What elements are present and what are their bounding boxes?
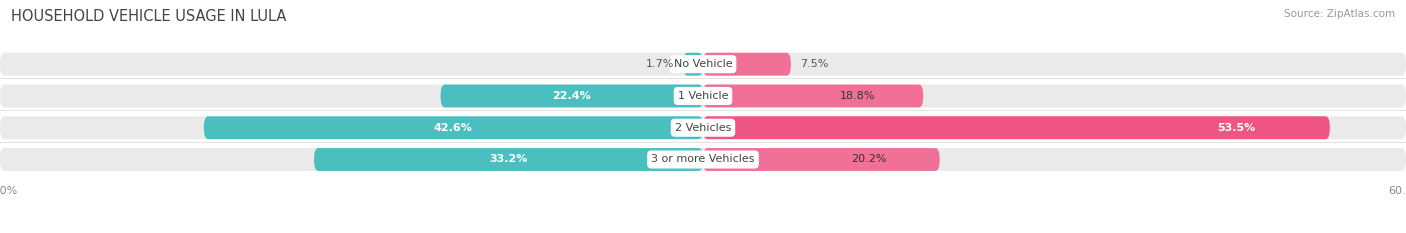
Text: 1 Vehicle: 1 Vehicle	[678, 91, 728, 101]
FancyBboxPatch shape	[703, 85, 924, 107]
FancyBboxPatch shape	[683, 53, 703, 76]
FancyBboxPatch shape	[204, 116, 703, 139]
Text: Source: ZipAtlas.com: Source: ZipAtlas.com	[1284, 9, 1395, 19]
FancyBboxPatch shape	[703, 148, 939, 171]
Text: 42.6%: 42.6%	[434, 123, 472, 133]
FancyBboxPatch shape	[314, 148, 703, 171]
FancyBboxPatch shape	[0, 85, 1406, 107]
Text: 3 or more Vehicles: 3 or more Vehicles	[651, 154, 755, 164]
FancyBboxPatch shape	[703, 53, 790, 76]
FancyBboxPatch shape	[0, 116, 1406, 139]
Text: 7.5%: 7.5%	[800, 59, 828, 69]
Text: 22.4%: 22.4%	[553, 91, 591, 101]
Text: HOUSEHOLD VEHICLE USAGE IN LULA: HOUSEHOLD VEHICLE USAGE IN LULA	[11, 9, 287, 24]
Text: 18.8%: 18.8%	[839, 91, 875, 101]
FancyBboxPatch shape	[0, 148, 1406, 171]
Text: No Vehicle: No Vehicle	[673, 59, 733, 69]
FancyBboxPatch shape	[703, 116, 1330, 139]
Text: 33.2%: 33.2%	[489, 154, 527, 164]
Text: 2 Vehicles: 2 Vehicles	[675, 123, 731, 133]
Text: 53.5%: 53.5%	[1216, 123, 1256, 133]
Text: 20.2%: 20.2%	[851, 154, 886, 164]
FancyBboxPatch shape	[440, 85, 703, 107]
FancyBboxPatch shape	[0, 53, 1406, 76]
Text: 1.7%: 1.7%	[645, 59, 673, 69]
